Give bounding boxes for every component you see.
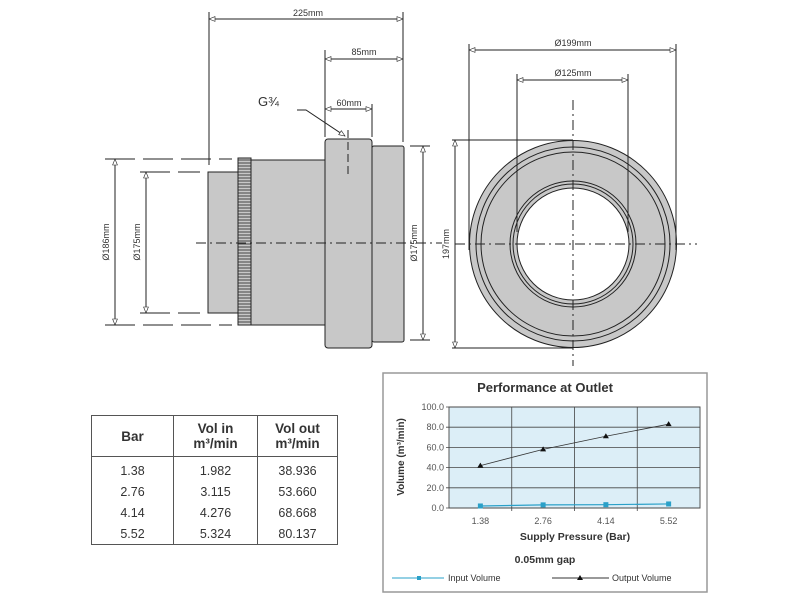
header-vol-out: Vol out m³/min — [257, 415, 338, 457]
input-volume-point — [666, 501, 672, 507]
output-volume-point — [540, 446, 547, 452]
y-tick-label: 40.0 — [426, 463, 444, 473]
legend-input-marker — [417, 576, 421, 580]
legend-output-label: Output Volume — [612, 573, 672, 583]
input-volume-point — [603, 502, 609, 508]
label-175-left: Ø175mm — [132, 223, 142, 260]
table-row: 1.38 1.982 38.936 — [92, 456, 338, 481]
port-leader — [297, 109, 345, 136]
x-tick-label: 4.14 — [597, 516, 615, 526]
label-199: Ø199mm — [554, 38, 591, 48]
x-axis-label: Supply Pressure (Bar) — [520, 531, 630, 543]
y-tick-label: 0.0 — [431, 503, 444, 513]
label-175-right: Ø175mm — [409, 224, 419, 261]
y-tick-label: 20.0 — [426, 483, 444, 493]
output-volume-point — [602, 433, 609, 439]
port-label: G¾ — [258, 94, 279, 109]
label-60: 60mm — [336, 98, 361, 108]
x-tick-label: 5.52 — [660, 516, 678, 526]
y-tick-label: 100.0 — [421, 402, 444, 412]
y-tick-label: 60.0 — [426, 442, 444, 452]
table-row: 2.76 3.115 53.660 — [92, 481, 338, 502]
label-186: Ø186mm — [101, 223, 111, 260]
legend: Input Volume Output Volume — [392, 573, 672, 583]
performance-chart: Performance at Outlet 0.0 20.0 40.0 60.0 80.… — [382, 372, 708, 593]
label-85: 85mm — [351, 47, 376, 57]
side-view — [105, 12, 442, 349]
legend-input-label: Input Volume — [448, 573, 501, 583]
input-volume-point — [477, 503, 483, 509]
series-line-output — [480, 423, 669, 466]
series-line-input — [480, 503, 669, 507]
output-volume-point — [477, 462, 484, 468]
label-125: Ø125mm — [554, 68, 591, 78]
front-view — [452, 44, 697, 366]
y-tick-label: 80.0 — [426, 422, 444, 432]
x-tick-label: 1.38 — [472, 516, 490, 526]
output-volume-point — [665, 421, 672, 427]
label-225: 225mm — [293, 8, 323, 18]
input-volume-point — [540, 502, 546, 508]
knurled-ring — [237, 157, 252, 326]
chart-subtitle: 0.05mm gap — [515, 554, 576, 566]
legend-output-marker — [577, 575, 583, 580]
header-vol-in: Vol in m³/min — [173, 415, 258, 457]
x-tick-label: 2.76 — [534, 516, 552, 526]
y-axis-label: Volume (m³/min) — [396, 418, 407, 496]
chart-title: Performance at Outlet — [477, 380, 613, 395]
table-row: 4.14 4.276 68.668 — [92, 502, 338, 523]
outlet-section — [371, 145, 405, 343]
label-197: 197mm — [441, 229, 451, 259]
header-bar: Bar — [91, 415, 174, 457]
performance-table: Bar Vol in m³/min Vol out m³/min 1.38 1.982… — [91, 415, 338, 545]
table-row: 5.52 5.324 80.137 — [92, 523, 338, 545]
